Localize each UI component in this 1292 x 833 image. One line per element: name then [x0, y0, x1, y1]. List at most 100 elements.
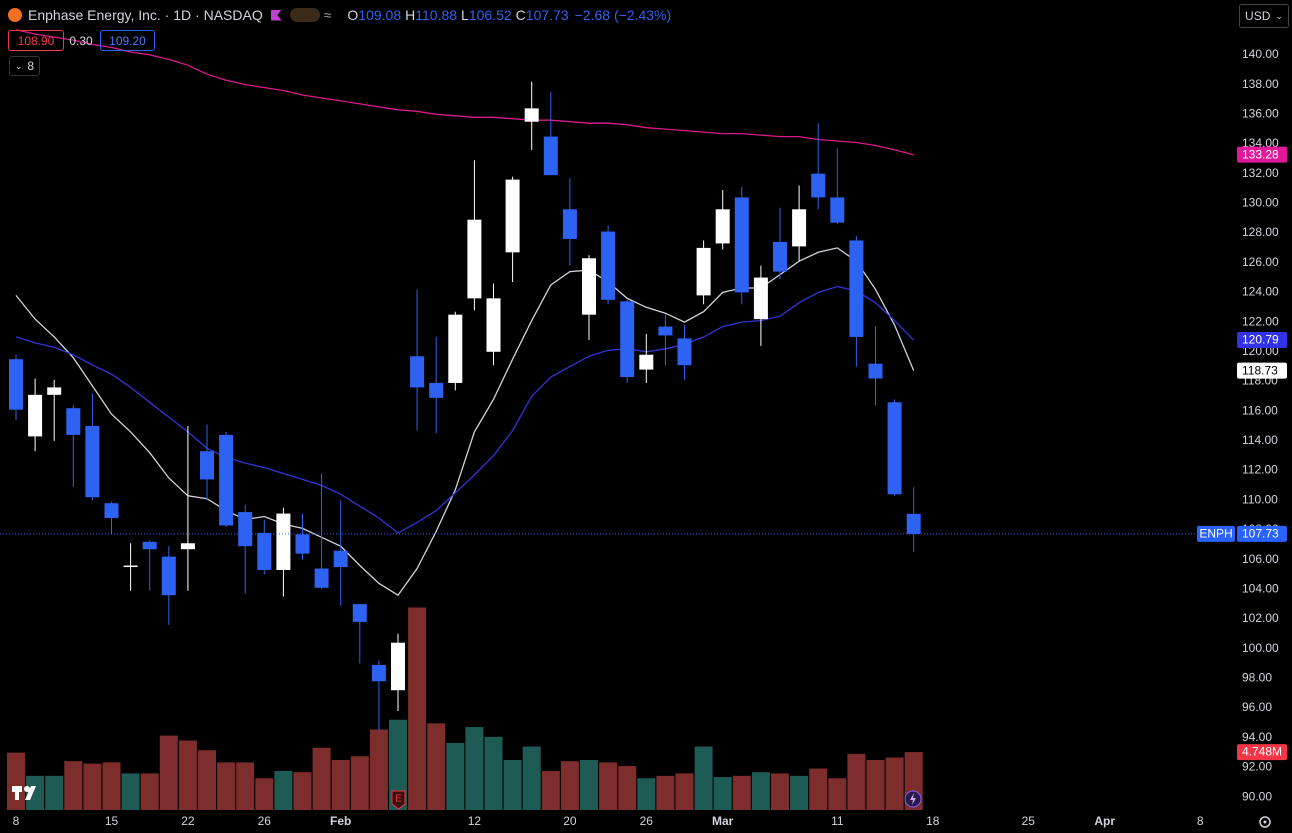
y-tick-label: 130.00 — [1242, 196, 1279, 210]
x-tick-label: Feb — [330, 814, 351, 828]
volume-bar — [809, 768, 828, 810]
chevron: ⌄ — [14, 60, 23, 71]
logo-part — [25, 786, 36, 800]
x-tick-label: 8 — [13, 814, 20, 828]
candle-body — [28, 394, 43, 437]
ma-value-tag: 133.28 — [1242, 147, 1279, 161]
candle-body — [792, 209, 807, 247]
y-tick-label: 136.00 — [1242, 106, 1279, 120]
candle-body — [295, 534, 310, 554]
candle-body — [123, 565, 138, 568]
symbol-tag: ENPH — [1199, 527, 1232, 541]
volume-bar — [580, 759, 598, 810]
ohlc-letter: O — [347, 7, 359, 23]
y-tick-label: 106.00 — [1242, 552, 1279, 566]
earnings-badge — [391, 790, 406, 810]
ma-value-tag-bg — [1237, 362, 1287, 379]
ma-value-tag-bg — [1237, 332, 1287, 349]
volume-bar — [828, 778, 847, 810]
volume-bar — [64, 761, 83, 810]
symbol-tag-bg — [1197, 525, 1235, 542]
ma-value-tag: 118.73 — [1242, 363, 1278, 377]
candle-body — [887, 402, 902, 495]
tv-logo — [12, 786, 36, 800]
settings-icon[interactable] — [1259, 816, 1271, 828]
candle-body — [429, 382, 444, 398]
x-tick-label: 11 — [831, 814, 844, 828]
news-icon — [904, 790, 922, 808]
ohlc-letter: C — [515, 7, 526, 23]
news-bolt — [910, 793, 916, 805]
candle-body — [200, 451, 214, 480]
volume-bar — [255, 778, 274, 810]
y-tick-label: 92.00 — [1242, 760, 1272, 774]
y-tick-label: 132.00 — [1242, 166, 1279, 180]
volume-bar — [465, 727, 484, 810]
y-tick-label: 110.00 — [1242, 492, 1278, 506]
volume-bar — [885, 757, 904, 810]
ohlc-value: 109.08 — [358, 7, 402, 23]
y-tick-label: 128.00 — [1242, 225, 1279, 239]
ask-box[interactable]: 109.20 — [100, 30, 155, 51]
volume-bar — [751, 772, 770, 810]
indicator-toggle[interactable]: ⌄ 8 — [9, 56, 40, 76]
ohlc-value: 107.73 — [525, 7, 569, 23]
logo-part — [15, 786, 19, 800]
candle-body — [161, 556, 176, 596]
x-tick-label: 26 — [258, 814, 272, 828]
logo-part — [24, 786, 30, 792]
candle-body — [773, 241, 787, 272]
volume-bar — [541, 770, 560, 810]
volume-bar — [274, 770, 293, 810]
volume-bar — [236, 762, 255, 810]
x-tick-label: 8 — [1197, 814, 1204, 828]
volume-bar — [446, 742, 465, 810]
volume-bar — [637, 778, 656, 810]
candle-body — [391, 642, 405, 691]
volume-bar — [369, 729, 388, 810]
currency: USD — [1245, 9, 1271, 23]
flag-icon[interactable] — [270, 9, 282, 21]
candle-body — [85, 426, 100, 498]
volume-bar — [599, 762, 618, 810]
x-tick-label: Apr — [1094, 814, 1115, 828]
ohlc-letter: H — [405, 7, 416, 23]
y-tick-label: 102.00 — [1242, 611, 1279, 625]
ohlc-value: 106.52 — [468, 7, 512, 23]
candle-body — [238, 512, 253, 547]
header: Enphase Energy, Inc. · 1D · NASDAQ ≈ O 10… — [8, 5, 671, 25]
y-tick-label: 124.00 — [1242, 285, 1279, 299]
settings-dot — [1263, 820, 1267, 824]
volume-bar — [350, 756, 369, 810]
ma-line — [15, 29, 914, 156]
ohlc-letter: L — [461, 7, 469, 23]
y-tick-label: 98.00 — [1242, 671, 1272, 685]
volume-bar — [331, 759, 350, 810]
x-tick-label: 22 — [181, 814, 195, 828]
y-tick-label: 94.00 — [1242, 730, 1272, 744]
volume-bar — [178, 740, 197, 810]
settings-gear[interactable] — [1259, 816, 1271, 828]
volume-bar — [503, 759, 522, 810]
bid-box[interactable]: 108.90 — [8, 30, 64, 51]
title: Enphase Energy, Inc. · 1D · NASDAQ — [28, 7, 263, 23]
change: −2.68 (−2.43%) — [574, 7, 672, 23]
currency-select[interactable]: USD ⌄ — [1239, 4, 1289, 28]
spread: 0.30 — [69, 33, 93, 48]
plot-area: 8 15 22 26 Feb 12 20 26 Mar 11 18 25 Apr 8 90.00 92.00 9… — [0, 29, 1287, 828]
volume-bar — [140, 773, 159, 810]
candle-body — [333, 550, 348, 568]
candle-body — [677, 338, 692, 366]
volume-bar — [217, 762, 236, 810]
extended-icon: ≈ — [323, 7, 332, 23]
candle-body — [734, 197, 749, 293]
volume-bar — [713, 777, 732, 810]
volume-bar — [618, 766, 637, 810]
y-tick-label: 112.00 — [1242, 463, 1278, 477]
candle-body — [104, 503, 119, 519]
candle-body — [142, 541, 157, 550]
y-tick-label: 122.00 — [1242, 314, 1279, 328]
x-tick-label: 25 — [1022, 814, 1036, 828]
